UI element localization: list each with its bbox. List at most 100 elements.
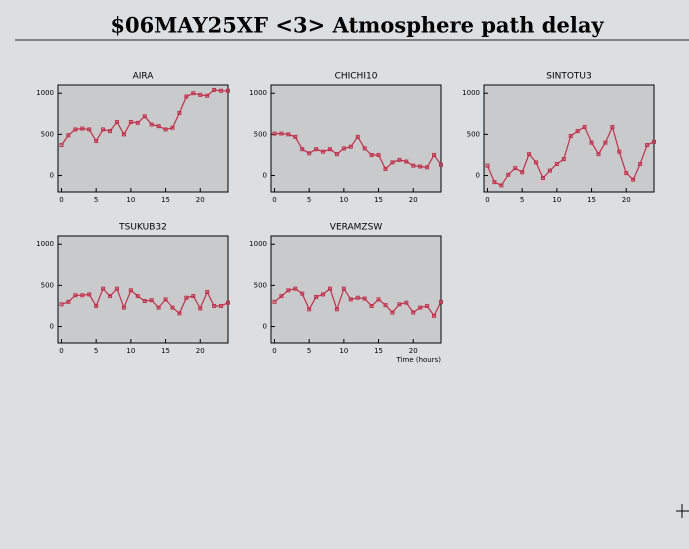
point (390, 310, 395, 315)
y-tick-label: 500 (254, 281, 267, 289)
series-line (274, 287, 442, 317)
point (314, 294, 319, 299)
point (411, 163, 416, 168)
point (369, 152, 374, 157)
point (66, 133, 71, 138)
point (163, 127, 168, 132)
y-tick-label: 0 (50, 172, 54, 180)
point (149, 298, 154, 303)
point (108, 294, 113, 299)
point (390, 160, 395, 165)
point (101, 286, 106, 291)
point (142, 114, 147, 119)
point (341, 286, 346, 291)
point (568, 134, 573, 139)
point (307, 307, 312, 312)
panel-title: AIRA (133, 72, 155, 82)
point (300, 147, 305, 152)
point (582, 124, 587, 129)
x-tick-label: 10 (126, 196, 135, 204)
y-tick-label: 0 (50, 323, 54, 331)
series-line (61, 89, 228, 146)
point (355, 295, 360, 300)
point (191, 294, 196, 299)
y-tick-label: 0 (476, 172, 480, 180)
point (540, 176, 545, 181)
point (212, 303, 217, 308)
plot-area (57, 235, 229, 344)
x-tick-label: 15 (587, 196, 596, 204)
point (66, 299, 71, 304)
point (327, 286, 332, 291)
y-tick-label: 500 (254, 130, 267, 138)
point (485, 163, 490, 168)
point (334, 152, 339, 157)
x-tick-label: 5 (520, 196, 524, 204)
point (128, 288, 133, 293)
point (87, 127, 92, 132)
point (334, 307, 339, 312)
point (439, 299, 443, 304)
point (307, 151, 312, 156)
point (108, 129, 113, 134)
point (432, 313, 437, 318)
point (73, 293, 78, 298)
point (198, 92, 203, 97)
point (527, 152, 532, 157)
point (293, 286, 298, 291)
point (94, 138, 99, 143)
y-tick-label: 1000 (249, 89, 267, 97)
point (142, 299, 147, 304)
x-tick-label: 0 (59, 347, 63, 355)
x-tick-label: 0 (59, 196, 63, 204)
point (156, 305, 161, 310)
point (321, 292, 326, 297)
x-tick-label: 0 (485, 196, 489, 204)
point (279, 131, 284, 136)
point (617, 149, 622, 154)
x-axis-label: Time (hours) (396, 356, 442, 364)
point (59, 302, 64, 307)
x-tick-label: 5 (94, 196, 98, 204)
point (603, 140, 608, 145)
x-tick-label: 10 (339, 196, 348, 204)
point (596, 152, 601, 157)
panel-title: VERAMZSW (330, 223, 383, 233)
point (369, 303, 374, 308)
point (506, 172, 511, 177)
point (575, 129, 580, 134)
x-tick-label: 15 (374, 347, 383, 355)
plot-area (57, 84, 229, 193)
point (418, 164, 423, 169)
point (170, 125, 175, 130)
point (348, 144, 353, 149)
y-tick-label: 1000 (36, 240, 54, 248)
point (513, 166, 518, 171)
point (272, 131, 277, 136)
x-tick-label: 15 (161, 196, 170, 204)
y-tick-label: 0 (263, 323, 267, 331)
y-tick-label: 0 (263, 172, 267, 180)
point (638, 162, 643, 167)
y-tick-label: 500 (41, 281, 54, 289)
point (645, 143, 650, 148)
point (397, 302, 402, 307)
cursor-cross (676, 504, 689, 518)
point (348, 297, 353, 302)
point (631, 177, 636, 182)
point (397, 157, 402, 162)
point (87, 292, 92, 297)
point (383, 166, 388, 171)
point (163, 297, 168, 302)
point (205, 289, 210, 294)
point (589, 140, 594, 145)
panel: AIRA 0 500 1000 0 5 10 15 20 (36, 72, 230, 204)
x-tick-label: 15 (161, 347, 170, 355)
x-tick-label: 15 (374, 196, 383, 204)
point (383, 303, 388, 308)
x-tick-label: 5 (307, 196, 311, 204)
x-tick-label: 0 (272, 196, 276, 204)
point (293, 134, 298, 139)
point (177, 311, 182, 316)
point (624, 171, 629, 176)
